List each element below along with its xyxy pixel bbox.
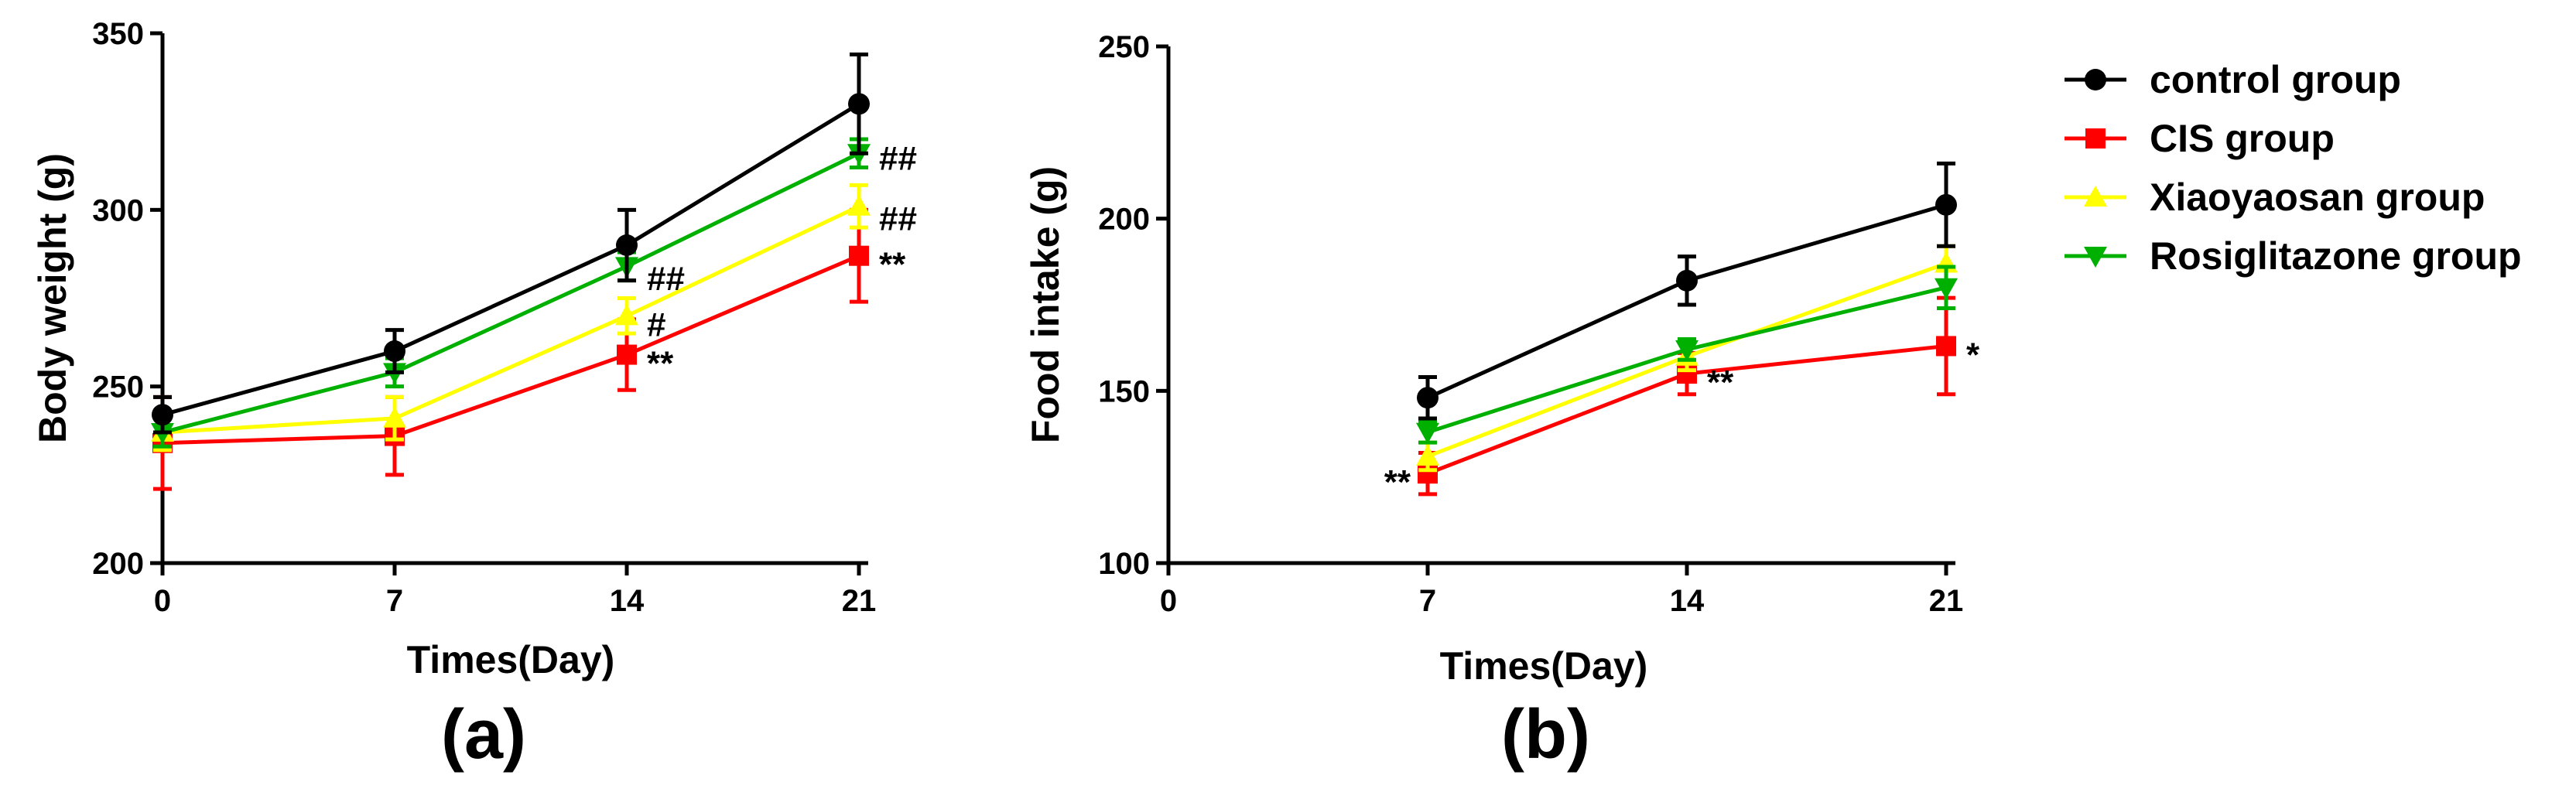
series-control-group [152,52,870,435]
series-rosiglitazone-group [1416,265,1958,445]
series-line [162,102,860,417]
x-tick-label: 14 [1670,584,1705,618]
data-point [1416,444,1439,466]
legend-label: Xiaoyaosan group [2150,176,2485,219]
series-line [162,254,860,446]
data-point [616,234,638,256]
y-tick-label: 350 [92,17,144,51]
data-point [1935,193,1957,216]
legend-item-cis-group: CIS group [2065,117,2335,160]
data-point [847,194,871,216]
significance-mark: ## [879,200,917,237]
legend-item-rosiglitazone-group: Rosiglitazone group [2065,234,2522,278]
series-control-group [1417,161,1957,421]
panel-a-body-weight: 200 250 300 350 0 7 14 21 Times(Day) Body weight … [31,17,917,773]
panel-label: (a) [441,696,526,773]
y-tick-label: 300 [92,193,144,227]
legend-marker [2085,69,2106,90]
x-axis-title: Times(Day) [1440,644,1648,688]
y-tick-label: 150 [1098,374,1150,408]
x-tick-label: 7 [1419,584,1436,618]
legend-marker [2085,128,2106,149]
significance-mark: ## [879,140,917,178]
legend-label: CIS group [2150,117,2335,160]
y-tick-label: 100 [1098,547,1150,581]
data-point [384,340,405,362]
data-point [1935,278,1958,299]
significance-mark: ** [1707,364,1734,401]
data-point [848,93,870,115]
data-point [849,245,869,266]
x-tick-label: 21 [1929,584,1964,618]
x-tick-label: 14 [610,584,645,618]
data-point [1675,340,1699,361]
panel-label: (b) [1501,696,1590,773]
data-point [617,344,637,365]
legend: control group CIS group Xiaoyaosan group Ro… [2065,58,2522,278]
significance-mark: ** [879,246,906,284]
legend-label: Rosiglitazone group [2150,234,2522,278]
x-tick-label: 7 [386,584,403,618]
series-xiaoyaosan-group [151,183,871,452]
legend-marker [2084,247,2107,268]
legend-label: control group [2150,58,2401,101]
data-point [615,304,638,326]
series-rosiglitazone-group [151,137,871,449]
data-point [1417,387,1439,409]
y-tick-label: 200 [1098,203,1150,237]
significance-mark: * [1966,336,1980,374]
data-point [1936,336,1956,357]
x-axis-title: Times(Day) [407,638,615,681]
significance-mark: ** [1384,463,1411,501]
x-tick-label: 0 [154,584,171,618]
panel-b-food-intake: 100 150 200 250 0 7 14 21 Times(Day) Food intake … [1024,30,1980,773]
series-line [162,152,860,435]
data-point [1416,422,1439,444]
significance-mark: # [647,306,665,343]
legend-item-xiaoyaosan-group: Xiaoyaosan group [2065,176,2485,219]
legend-item-control-group: control group [2065,58,2401,101]
x-tick-label: 0 [1160,584,1177,618]
series-cis-group [1418,295,1956,497]
y-axis-title: Food intake (g) [1024,166,1067,443]
series-line [162,204,860,435]
y-axis-title: Body weight (g) [31,153,74,443]
y-tick-label: 250 [92,370,144,405]
data-point [383,406,406,428]
y-tick-label: 200 [92,547,144,581]
significance-mark: ## [647,260,685,298]
data-point [1676,269,1698,292]
significance-mark: ** [647,345,674,383]
legend-marker [2084,186,2107,207]
x-tick-label: 21 [842,584,877,618]
data-point [152,404,173,426]
y-tick-label: 250 [1098,30,1150,64]
